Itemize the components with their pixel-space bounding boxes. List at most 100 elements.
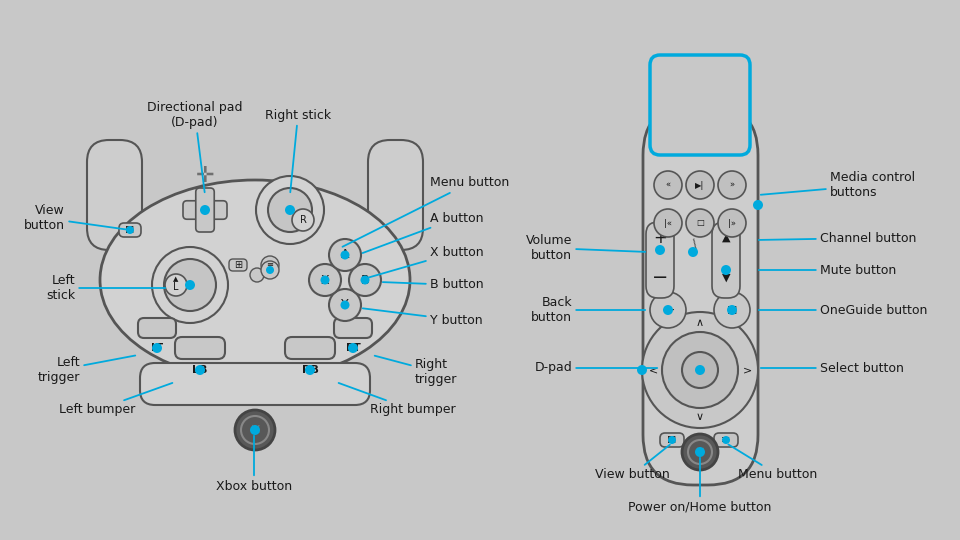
Circle shape xyxy=(721,265,731,275)
Circle shape xyxy=(261,256,279,274)
Text: ▲: ▲ xyxy=(174,276,179,282)
Circle shape xyxy=(753,200,763,210)
FancyBboxPatch shape xyxy=(229,259,247,271)
Text: Menu button: Menu button xyxy=(729,444,818,482)
Text: Mute button: Mute button xyxy=(758,264,897,276)
Text: A button: A button xyxy=(363,212,484,253)
Text: ⊞: ⊞ xyxy=(667,435,677,445)
Circle shape xyxy=(200,205,210,215)
Circle shape xyxy=(250,425,260,435)
Circle shape xyxy=(727,305,737,315)
Text: Back
button: Back button xyxy=(531,296,645,324)
Circle shape xyxy=(688,247,698,257)
Text: ≡: ≡ xyxy=(267,266,274,274)
Text: RT: RT xyxy=(346,343,360,353)
Text: /: / xyxy=(689,237,701,251)
Text: ⊞: ⊞ xyxy=(234,260,242,270)
Circle shape xyxy=(256,176,324,244)
Circle shape xyxy=(650,292,686,328)
Text: ▼: ▼ xyxy=(722,273,731,283)
Text: View button: View button xyxy=(594,445,670,482)
Circle shape xyxy=(714,292,750,328)
FancyBboxPatch shape xyxy=(714,433,738,447)
FancyBboxPatch shape xyxy=(138,318,176,338)
Text: A: A xyxy=(341,248,349,261)
Text: Volume
button: Volume button xyxy=(526,234,645,262)
Text: ←: ← xyxy=(662,303,674,317)
Text: |«: |« xyxy=(664,219,672,227)
Circle shape xyxy=(164,259,216,311)
Circle shape xyxy=(349,264,381,296)
Text: «: « xyxy=(665,180,671,190)
Circle shape xyxy=(285,205,295,215)
Text: ⊞: ⊞ xyxy=(727,303,737,316)
Text: <: < xyxy=(648,365,658,375)
Text: Y button: Y button xyxy=(363,308,483,327)
Circle shape xyxy=(341,300,349,309)
Circle shape xyxy=(361,275,370,285)
Text: |»: |» xyxy=(728,219,736,227)
Circle shape xyxy=(235,410,275,450)
Text: D-pad: D-pad xyxy=(535,361,658,375)
Circle shape xyxy=(250,268,264,282)
Text: Left bumper: Left bumper xyxy=(59,383,173,416)
Circle shape xyxy=(268,188,312,232)
Text: View
button: View button xyxy=(24,204,128,232)
Text: ▲: ▲ xyxy=(722,233,731,243)
Circle shape xyxy=(662,332,738,408)
Circle shape xyxy=(682,352,718,388)
Circle shape xyxy=(663,305,673,315)
Text: ⊞: ⊞ xyxy=(126,225,134,235)
Text: >: > xyxy=(742,365,752,375)
Circle shape xyxy=(637,365,647,375)
Circle shape xyxy=(348,343,358,353)
Circle shape xyxy=(329,289,361,321)
Text: Right
trigger: Right trigger xyxy=(374,356,457,386)
Text: ∨: ∨ xyxy=(696,412,704,422)
Text: R: R xyxy=(300,215,306,225)
Text: Y: Y xyxy=(341,299,348,312)
Text: LT: LT xyxy=(151,343,163,353)
Text: ▶|: ▶| xyxy=(695,180,705,190)
Text: Right bumper: Right bumper xyxy=(339,383,456,416)
Circle shape xyxy=(195,365,205,375)
Text: B: B xyxy=(361,273,370,287)
Text: ≡: ≡ xyxy=(721,435,731,445)
Text: RB: RB xyxy=(301,365,319,375)
Text: ✛: ✛ xyxy=(196,166,214,186)
FancyBboxPatch shape xyxy=(646,222,674,298)
Circle shape xyxy=(261,261,279,279)
Text: ✕: ✕ xyxy=(250,423,261,437)
Text: ≡: ≡ xyxy=(267,260,274,269)
Text: Left
stick: Left stick xyxy=(46,274,165,302)
Text: Media control
buttons: Media control buttons xyxy=(760,171,915,199)
Text: Xbox button: Xbox button xyxy=(216,436,292,492)
FancyBboxPatch shape xyxy=(660,433,684,447)
Circle shape xyxy=(718,209,746,237)
Circle shape xyxy=(668,436,676,444)
Text: LB: LB xyxy=(192,365,207,375)
Circle shape xyxy=(266,266,274,274)
FancyBboxPatch shape xyxy=(285,337,335,359)
Text: ✕: ✕ xyxy=(695,446,706,458)
Text: L: L xyxy=(173,282,179,292)
Circle shape xyxy=(654,171,682,199)
Text: B button: B button xyxy=(383,279,484,292)
Circle shape xyxy=(654,209,682,237)
FancyBboxPatch shape xyxy=(650,55,750,155)
Circle shape xyxy=(292,209,314,231)
Circle shape xyxy=(185,280,195,290)
FancyBboxPatch shape xyxy=(712,222,740,298)
Ellipse shape xyxy=(100,180,410,380)
Circle shape xyxy=(305,365,315,375)
Text: X: X xyxy=(321,273,329,287)
FancyBboxPatch shape xyxy=(643,105,758,485)
Circle shape xyxy=(126,226,134,234)
Circle shape xyxy=(642,312,758,428)
Text: Select button: Select button xyxy=(760,361,904,375)
Circle shape xyxy=(165,274,187,296)
Text: Left
trigger: Left trigger xyxy=(37,355,135,384)
FancyBboxPatch shape xyxy=(368,140,423,250)
Text: ∧: ∧ xyxy=(696,318,704,328)
Circle shape xyxy=(321,275,329,285)
